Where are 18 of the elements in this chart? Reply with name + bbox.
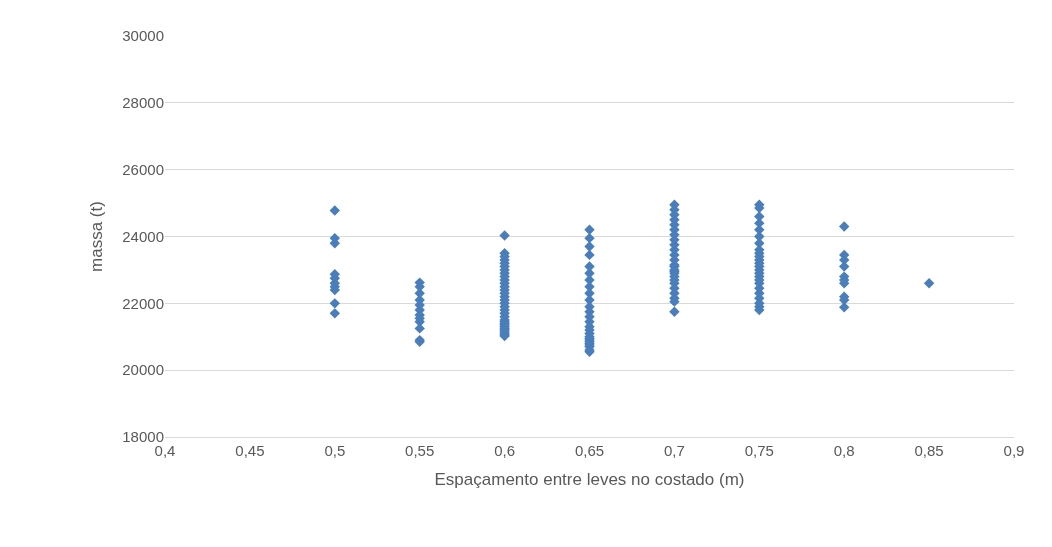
y-tick-label: 30000 bbox=[122, 27, 164, 45]
x-axis-title: Espaçamento entre leves no costado (m) bbox=[434, 470, 745, 490]
x-tick-label: 0,85 bbox=[914, 442, 944, 459]
y-tick-label: 20000 bbox=[122, 361, 164, 379]
y-tick-label: 26000 bbox=[122, 160, 164, 178]
x-tick-label: 0,8 bbox=[833, 442, 855, 459]
x-tick-label: 0,5 bbox=[324, 442, 346, 459]
y-tick-label: 28000 bbox=[122, 94, 164, 112]
x-tick-label: 0,45 bbox=[235, 442, 265, 459]
x-tick-label: 0,65 bbox=[574, 442, 605, 459]
x-tick-label: 0,9 bbox=[1003, 442, 1025, 459]
y-tick-label: 22000 bbox=[122, 294, 164, 312]
x-tick-label: 0,55 bbox=[405, 442, 435, 459]
x-tick-label: 0,6 bbox=[494, 442, 516, 459]
x-tick-label: 0,75 bbox=[744, 442, 774, 459]
y-tick-label: 24000 bbox=[122, 227, 164, 245]
x-tick-label: 0,7 bbox=[663, 442, 685, 459]
y-axis-title: massa (t) bbox=[86, 201, 106, 272]
